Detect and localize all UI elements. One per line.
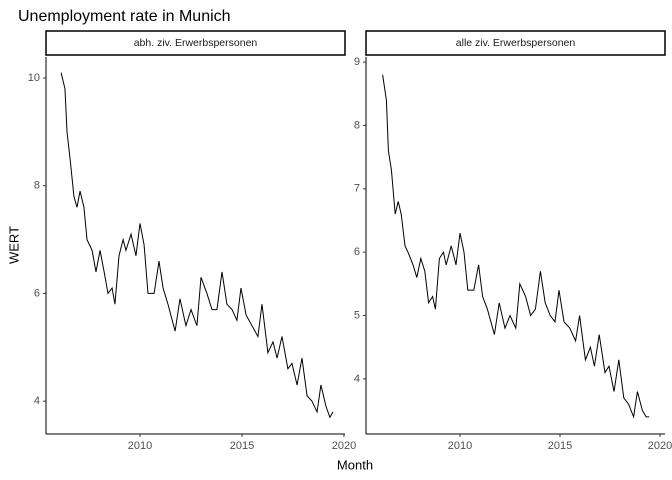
x-tick-label: 2015 <box>548 440 572 452</box>
x-tick-label: 2010 <box>448 440 472 452</box>
facet-label: alle ziv. Erwerbspersonen <box>456 37 576 49</box>
data-line <box>382 74 650 419</box>
x-tick-label: 2010 <box>128 440 152 452</box>
facet-strip <box>365 30 666 56</box>
y-tick-label: 4 <box>354 373 360 385</box>
y-tick-label: 6 <box>34 287 40 299</box>
y-tick-label: 10 <box>28 72 40 84</box>
x-tick-label: 2020 <box>332 440 356 452</box>
y-tick-label: 8 <box>354 119 360 131</box>
chart-title: Unemployment rate in Munich <box>18 8 231 25</box>
facet-label: abh. ziv. Erwerbspersonen <box>134 37 258 49</box>
y-tick-label: 8 <box>34 180 40 192</box>
y-tick-label: 5 <box>354 309 360 321</box>
facet-strip <box>45 30 346 56</box>
x-tick-label: 2015 <box>230 440 254 452</box>
data-line <box>60 72 334 419</box>
x-tick-label: 2020 <box>648 440 672 452</box>
y-tick-label: 4 <box>34 395 40 407</box>
x-axis-label: Month <box>337 457 373 472</box>
y-tick-label: 6 <box>354 246 360 258</box>
y-tick-label: 7 <box>354 183 360 195</box>
y-axis-label: WERT <box>6 226 21 264</box>
y-tick-label: 9 <box>354 56 360 68</box>
